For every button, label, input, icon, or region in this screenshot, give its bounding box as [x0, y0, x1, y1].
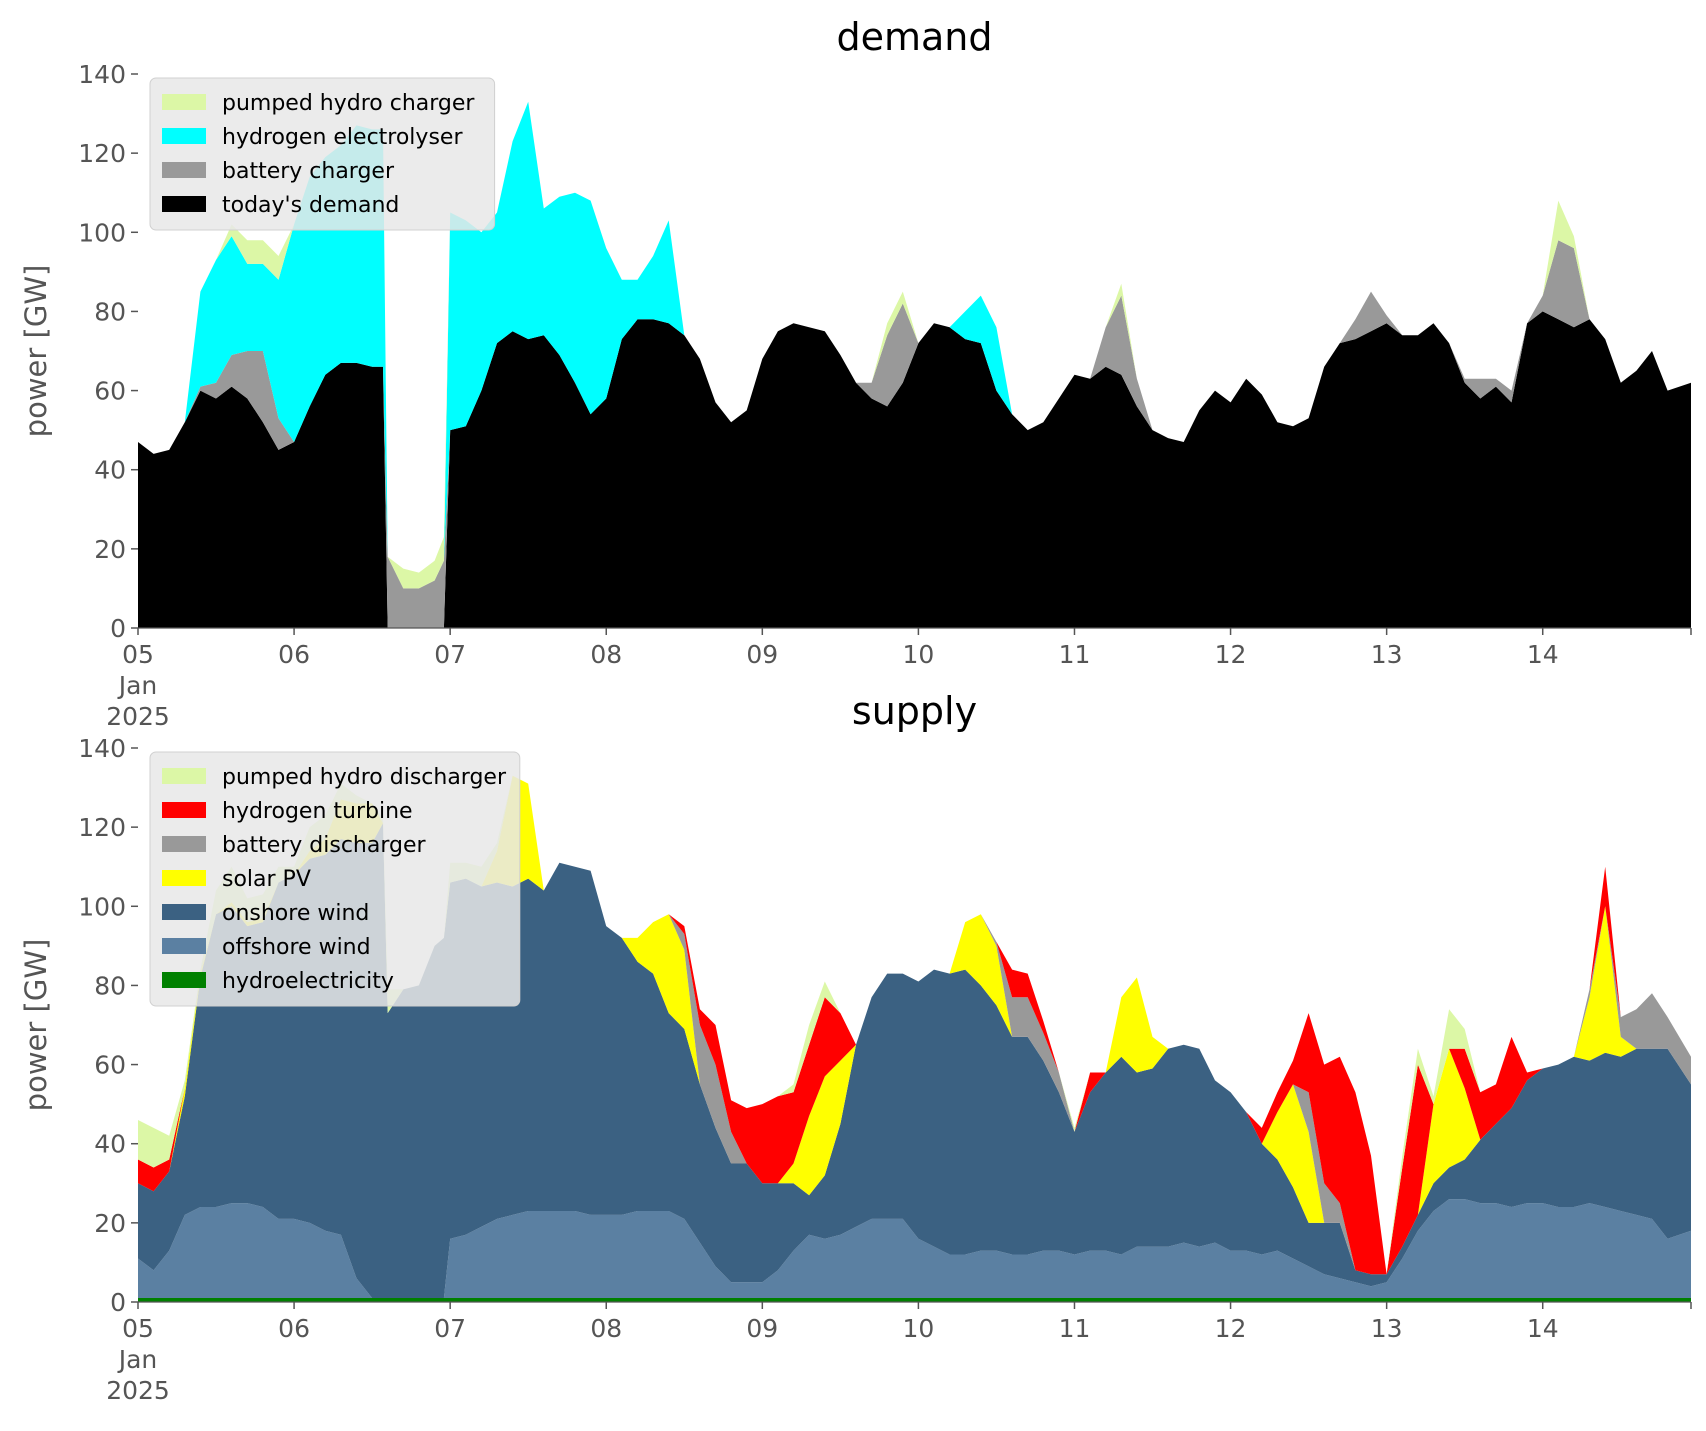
x-tick-label: 06 [278, 1314, 310, 1343]
area-solar-pv [138, 775, 1691, 1275]
x-tick-label: Jan [117, 671, 158, 700]
legend-swatch [162, 972, 206, 988]
demand-panel: demand 0 20 40 60 80 100 120 140 power [GW] 05Jan2… [19, 15, 1692, 731]
x-tick-label: 09 [746, 1314, 778, 1343]
legend-box [149, 751, 521, 1007]
legend-swatch [162, 904, 206, 920]
x-tick-label: 14 [1527, 1314, 1559, 1343]
legend-swatch [162, 162, 206, 178]
x-tick-label: 11 [1059, 1314, 1091, 1343]
x-tick-label: 12 [1215, 640, 1247, 669]
legend-label: hydrogen turbine [222, 799, 413, 824]
area-today-s-demand [138, 311, 1691, 628]
legend-swatch [162, 128, 206, 144]
legend-label: solar PV [222, 867, 311, 892]
x-tick-label: 08 [590, 1314, 622, 1343]
y-tick-label: 20 [94, 1209, 126, 1238]
y-axis: 0 20 40 60 80 100 120 140 [78, 60, 138, 643]
legend-label: onshore wind [222, 901, 369, 926]
legend-label: battery discharger [222, 833, 427, 858]
y-tick-label: 140 [78, 60, 126, 89]
x-tick-label: 2025 [106, 702, 170, 731]
y-tick-label: 80 [94, 297, 126, 326]
area-hydrogen-electrolyser [138, 101, 1691, 589]
legend-label: pumped hydro discharger [222, 765, 507, 790]
area-onshore-wind [138, 823, 1691, 1298]
y-tick-label: 140 [78, 734, 126, 763]
y-axis-label: power [GW] [19, 939, 53, 1112]
y-tick-label: 40 [94, 456, 126, 485]
x-tick-label: 13 [1371, 1314, 1403, 1343]
x-tick-label: 05 [122, 640, 154, 669]
legend-swatch [162, 802, 206, 818]
y-tick-label: 0 [110, 1288, 126, 1317]
x-tick-label: 09 [746, 640, 778, 669]
x-tick-label: 05 [122, 1314, 154, 1343]
x-tick-label: 06 [278, 640, 310, 669]
y-axis-label: power [GW] [19, 265, 53, 438]
x-tick-label: 13 [1371, 640, 1403, 669]
area-offshore-wind [138, 1199, 1691, 1298]
legend-swatch [162, 768, 206, 784]
x-tick-label: 10 [902, 1314, 934, 1343]
y-tick-label: 120 [78, 139, 126, 168]
legend-label: today's demand [222, 193, 399, 218]
x-tick-label: 14 [1527, 640, 1559, 669]
y-tick-label: 40 [94, 1130, 126, 1159]
x-tick-label: 10 [902, 640, 934, 669]
legend-swatch [162, 836, 206, 852]
y-tick-label: 20 [94, 535, 126, 564]
x-tick-label: 08 [590, 640, 622, 669]
x-tick-label: 2025 [106, 1376, 170, 1405]
x-tick-label: 12 [1215, 1314, 1247, 1343]
y-tick-label: 120 [78, 813, 126, 842]
legend-swatch [162, 870, 206, 886]
legend-box [149, 77, 496, 231]
x-tick-label: 07 [434, 1314, 466, 1343]
x-tick-label: 11 [1059, 640, 1091, 669]
legend-swatch [162, 196, 206, 212]
legend-label: hydroelectricity [222, 969, 394, 994]
y-tick-label: 60 [94, 377, 126, 406]
y-tick-label: 100 [78, 892, 126, 921]
legend: pumped hydro discharger hydrogen turbine b… [149, 751, 521, 1007]
legend-swatch [162, 94, 206, 110]
area-hydroelectricity [138, 1298, 1691, 1302]
y-tick-label: 60 [94, 1051, 126, 1080]
legend-label: battery charger [222, 159, 395, 184]
x-tick-label: 07 [434, 640, 466, 669]
y-tick-label: 80 [94, 971, 126, 1000]
y-tick-label: 0 [110, 614, 126, 643]
legend-swatch [162, 938, 206, 954]
legend-label: pumped hydro charger [222, 91, 475, 116]
area-layers [138, 775, 1691, 1302]
chart-title: supply [852, 689, 977, 733]
legend-label: hydrogen electrolyser [222, 125, 463, 150]
x-tick-label: Jan [117, 1345, 158, 1374]
area-layers [138, 101, 1691, 628]
chart-title: demand [836, 15, 992, 59]
legend: pumped hydro charger hydrogen electrolyse… [149, 77, 496, 231]
y-tick-label: 100 [78, 218, 126, 247]
legend-label: offshore wind [222, 935, 371, 960]
y-axis: 0 20 40 60 80 100 120 140 [78, 734, 138, 1317]
